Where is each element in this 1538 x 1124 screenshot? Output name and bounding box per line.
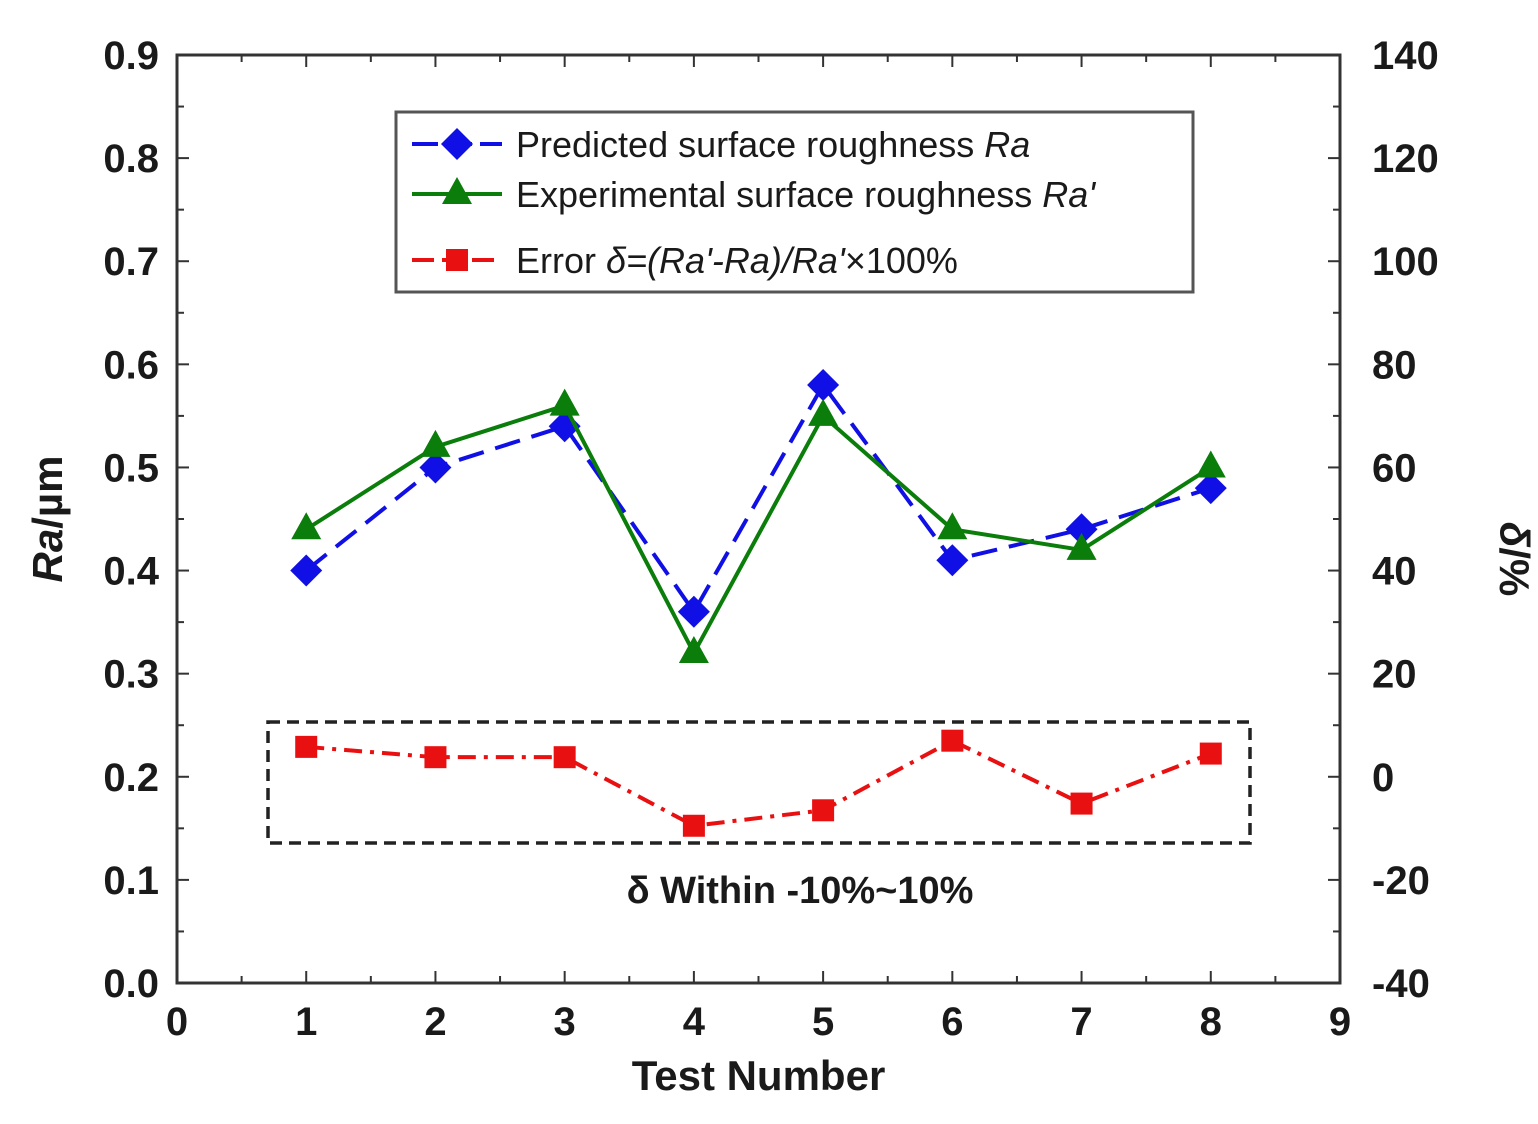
y-tick-label: 0.3	[103, 653, 159, 697]
series-line	[304, 381, 1212, 616]
y-tick-label: 0.6	[103, 343, 159, 387]
data-point	[807, 368, 840, 401]
data-point	[420, 429, 451, 457]
series-2	[291, 388, 1226, 664]
legend-marker-2	[442, 177, 472, 204]
x-tick-label: 7	[1070, 1000, 1092, 1044]
y2-tick-label: -20	[1372, 859, 1430, 903]
data-point	[295, 735, 318, 758]
data-point	[553, 746, 576, 769]
y-tick-label: 0.5	[103, 446, 159, 490]
x-tick-label: 2	[424, 1000, 446, 1044]
y2-tick-label: -40	[1372, 962, 1430, 1006]
series-line	[306, 738, 1212, 828]
data-point	[677, 595, 710, 628]
data-point	[941, 729, 964, 752]
y2-axis-title: δ/%	[1491, 522, 1538, 597]
legend-label-3: Error δ=(Ra'-Ra)/Ra'×100%	[516, 240, 958, 281]
error-range-box	[266, 720, 1252, 845]
legend-label-1: Predicted surface roughness Ra	[516, 124, 1030, 165]
x-tick-label: 0	[166, 1000, 188, 1044]
data-point	[424, 746, 447, 769]
data-point	[682, 814, 705, 837]
y2-tick-label: 40	[1372, 550, 1417, 594]
y2-tick-label: 20	[1372, 653, 1417, 697]
series-line	[305, 403, 1212, 658]
x-tick-label: 5	[812, 1000, 834, 1044]
data-point	[808, 398, 839, 426]
x-axis-title: Test Number	[632, 1052, 886, 1099]
series-3	[295, 729, 1222, 837]
error-range-annotation: δ Within -10%~10%	[266, 720, 1252, 912]
y-axis-title: Ra/µm	[24, 456, 71, 583]
data-point	[1066, 532, 1097, 560]
data-point	[1194, 472, 1227, 505]
y-tick-label: 0.2	[103, 756, 159, 800]
x-tick-label: 4	[683, 1000, 706, 1044]
y-tick-label: 0.0	[103, 962, 159, 1006]
data-point	[290, 554, 323, 587]
axes: 0 1 2 3 4 5 6 7 8 9 0.0 0.1 0.2 0.3 0.4 0.5 0.6 0.7 0.8 0.9…	[24, 34, 1538, 1099]
legend: Predicted surface roughness Ra Experiment…	[394, 110, 1195, 294]
data-point	[678, 636, 709, 664]
data-point	[291, 512, 322, 540]
x-tick-label: 1	[295, 1000, 317, 1044]
data-point	[1199, 742, 1222, 765]
x-tick-label: 9	[1329, 1000, 1351, 1044]
data-point	[812, 799, 835, 822]
y2-tick-label: 100	[1372, 240, 1439, 284]
legend-box	[394, 110, 1195, 294]
series-1	[290, 368, 1227, 628]
data-point	[549, 388, 580, 416]
x-tick-label: 3	[554, 1000, 576, 1044]
y2-tick-label: 60	[1372, 446, 1417, 490]
legend-label-2: Experimental surface roughness Ra'	[516, 174, 1096, 215]
data-point	[419, 451, 452, 484]
data-point	[1065, 513, 1098, 546]
data-point	[1070, 792, 1093, 815]
y-tick-label: 0.1	[103, 859, 159, 903]
y-tick-label: 0.4	[103, 550, 159, 594]
y2-tick-label: 0	[1372, 756, 1394, 800]
y2-tick-label: 140	[1372, 34, 1439, 78]
x-tick-label: 6	[941, 1000, 963, 1044]
y2-tick-label: 80	[1372, 343, 1417, 387]
legend-marker-1	[441, 128, 473, 160]
legend-marker-3	[446, 249, 468, 271]
y2-tick-label: 120	[1372, 137, 1439, 181]
series-group	[290, 368, 1227, 837]
y-tick-label: 0.8	[103, 137, 159, 181]
data-point	[936, 544, 969, 577]
y-tick-label: 0.7	[103, 240, 159, 284]
error-range-label: δ Within -10%~10%	[627, 870, 974, 912]
data-point	[1195, 450, 1226, 478]
y-tick-label: 0.9	[103, 34, 159, 78]
data-point	[937, 512, 968, 540]
x-tick-label: 8	[1200, 1000, 1222, 1044]
